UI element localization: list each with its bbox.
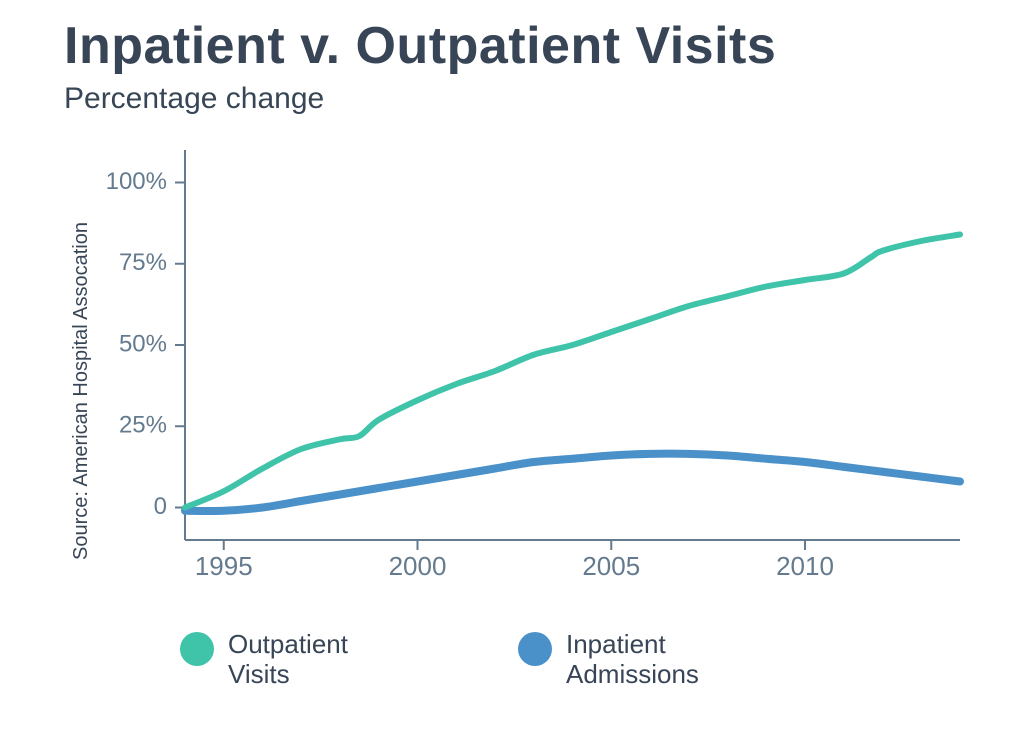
legend-swatch-inpatient xyxy=(518,632,552,666)
legend-label-line: Visits xyxy=(228,659,290,689)
chart-title: Inpatient v. Outpatient Visits xyxy=(64,16,776,76)
y-tick-label: 75% xyxy=(119,249,167,276)
y-tick-label: 100% xyxy=(106,168,167,195)
chart-svg: 0 25% 50% 75% 100% 1995 2000 2005 2010 xyxy=(90,140,970,590)
legend-label-line: Inpatient xyxy=(566,629,666,659)
legend-label-line: Outpatient xyxy=(228,629,348,659)
x-tick-label: 2000 xyxy=(389,551,447,581)
x-tick-label: 1995 xyxy=(195,551,253,581)
legend-swatch-outpatient xyxy=(180,632,214,666)
series-line xyxy=(185,454,960,511)
plot-area: 0 25% 50% 75% 100% 1995 2000 2005 2010 xyxy=(90,140,970,590)
legend-label-outpatient: Outpatient Visits xyxy=(228,630,348,690)
legend-label-line: Admissions xyxy=(566,659,699,689)
legend: Outpatient Visits Inpatient Admissions xyxy=(180,630,699,690)
legend-item-inpatient: Inpatient Admissions xyxy=(518,630,699,690)
x-tick-label: 2010 xyxy=(776,551,834,581)
legend-label-inpatient: Inpatient Admissions xyxy=(566,630,699,690)
x-tick-label: 2005 xyxy=(582,551,640,581)
y-tick-label: 0 xyxy=(154,493,167,520)
legend-item-outpatient: Outpatient Visits xyxy=(180,630,348,690)
y-tick-label: 50% xyxy=(119,330,167,357)
chart-subtitle: Percentage change xyxy=(64,82,324,116)
y-tick-label: 25% xyxy=(119,412,167,439)
chart-container: Inpatient v. Outpatient Visits Percentag… xyxy=(0,0,1024,729)
